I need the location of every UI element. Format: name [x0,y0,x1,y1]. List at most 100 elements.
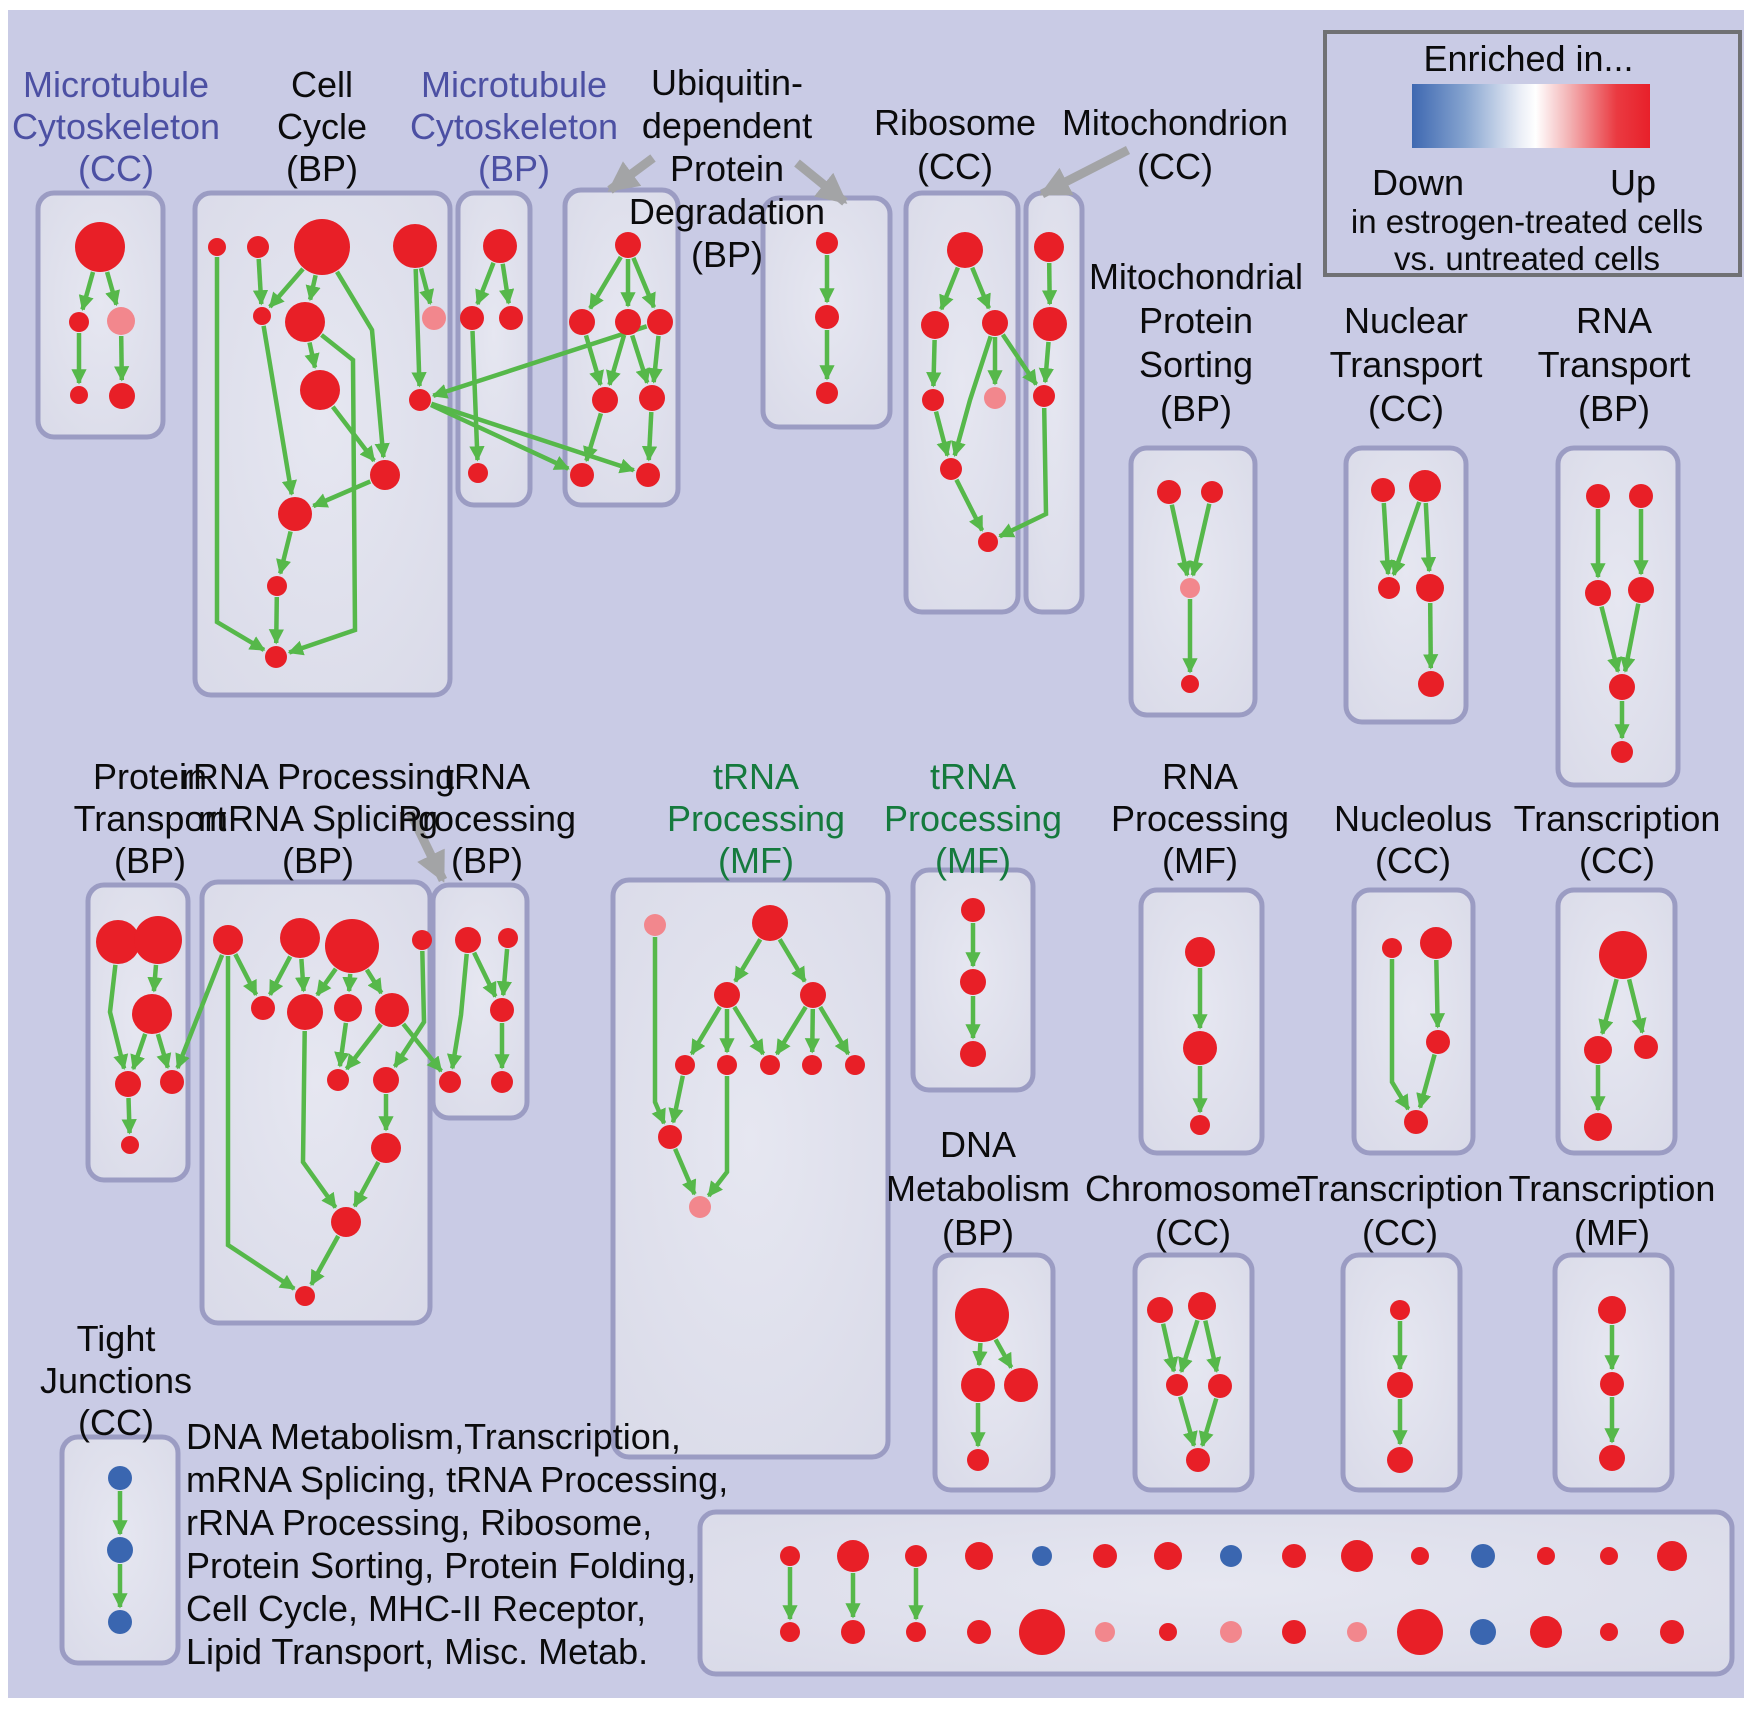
edge-R2-R5 [268,955,293,997]
go-term-node-R6 [287,994,323,1030]
go-term-node-L3 [1634,1035,1658,1059]
cluster-label: rRNA Processing [181,756,455,797]
go-term-node-R5 [251,996,275,1020]
go-term-node-A5 [109,383,135,409]
cluster-label: Microtubule [421,64,607,105]
go-term-node-B13 [265,646,287,668]
edge-Q3-Q7 [732,1005,766,1056]
go-term-node-X6 [1093,1544,1117,1568]
go-term-node-O1 [1390,1300,1410,1320]
go-term-node-F2 [921,311,949,339]
edge-N3-N5 [1178,1395,1198,1448]
edge-K1-K4 [1389,959,1411,1111]
go-term-node-C1 [483,229,517,263]
go-term-node-M1 [955,1288,1009,1342]
go-term-node-K4 [1404,1110,1428,1134]
go-term-node-B10 [370,460,400,490]
go-term-node-N4 [1208,1374,1232,1398]
edge-Q3-Q5 [689,1005,722,1056]
go-term-node-D8 [636,463,660,487]
legend-gradient-bar [1412,84,1650,148]
edge-B3-B6 [305,274,321,302]
go-term-node-K2 [1420,927,1452,959]
edge-N4-N5 [1198,1397,1219,1448]
go-term-node-Y12 [1470,1619,1496,1645]
go-term-node-F4 [922,389,944,411]
go-term-node-X1 [780,1546,800,1566]
go-term-node-R13 [295,1286,315,1306]
legend-box [1323,30,1742,277]
edge-G1-G2 [1041,262,1058,306]
edge-F1-F3 [970,266,991,310]
go-term-node-X14 [1600,1547,1618,1565]
go-term-node-K3 [1426,1030,1450,1054]
go-term-node-N5 [1186,1448,1210,1472]
go-term-node-B2 [247,236,269,258]
edge-K3-K4 [1416,1053,1437,1109]
go-term-node-B6 [285,302,325,342]
go-term-node-P3 [490,998,514,1022]
edge-R6-R12 [300,1030,338,1209]
cluster-label: dependent [642,105,812,146]
edge-B4-B9 [411,268,427,388]
go-term-node-E2 [815,305,839,329]
edge-Q5-Q10 [668,1075,686,1124]
edge-K2-K3 [1429,959,1446,1029]
cluster-label: Nuclear [1344,300,1468,341]
edge-R11-R12 [352,1161,381,1208]
misc-clusters-text: mRNA Splicing, tRNA Processing, [186,1459,728,1500]
go-term-node-X8 [1220,1545,1242,1567]
go-term-node-J3 [1585,580,1611,606]
go-term-node-R3 [325,919,379,973]
go-term-node-P1 [455,927,481,953]
cluster-label: (BP) [451,840,523,881]
cluster-label: Transcription [1514,798,1721,839]
cluster-label: DNA [940,1124,1016,1165]
edge-C1-C2 [475,261,496,306]
edge-D3-D6 [630,334,651,385]
go-term-node-L4 [1584,1113,1612,1141]
edge-B2-B5 [252,258,269,306]
cluster-label: (BP) [478,148,550,189]
go-term-node-Y3 [906,1622,926,1642]
go-term-node-X3 [905,1545,927,1567]
go-term-node-R10 [373,1067,399,1093]
go-term-node-F7 [978,532,998,552]
cluster-label: Transcription [1297,1168,1504,1209]
go-term-node-X4 [965,1542,993,1570]
go-term-node-L2 [1584,1036,1612,1064]
cluster-label: Chromosome [1085,1168,1301,1209]
go-term-node-S3 [960,1041,986,1067]
go-term-node-I2 [1409,470,1441,502]
go-term-node-R1 [213,925,243,955]
go-term-node-H2 [1201,481,1223,503]
go-term-node-G2 [1033,307,1067,341]
go-term-node-V2 [1600,1372,1624,1396]
cluster-label: (BP) [286,148,358,189]
go-term-node-Y2 [841,1620,865,1644]
edge-T4-T6 [121,1097,137,1135]
go-term-node-D1 [615,232,641,258]
edge-N1-N3 [1160,1323,1179,1373]
go-term-node-I4 [1416,574,1444,602]
go-term-node-H1 [1157,480,1181,504]
misc-clusters-text: rRNA Processing, Ribosome, [186,1502,652,1543]
go-term-node-D7 [570,463,594,487]
edge-B6-B13 [287,333,358,656]
go-term-node-T2 [134,916,182,964]
go-term-node-D2 [569,309,595,335]
cluster-label: Ribosome [874,102,1036,143]
cluster-label: Ubiquitin- [651,62,803,103]
go-term-node-X10 [1341,1540,1373,1572]
go-term-node-J5 [1609,674,1635,700]
edge-N2-N3 [1178,1319,1200,1374]
edge-Q10-Q11 [673,1148,697,1196]
go-term-node-Q6 [717,1055,737,1075]
go-term-node-X5 [1032,1546,1052,1566]
cluster-box-trnamf1 [610,877,891,1460]
edge-A1-A2 [78,271,96,311]
cluster-label: Protein [1139,300,1253,341]
cluster-label: Microtubule [23,64,209,105]
go-term-node-E1 [816,232,838,254]
